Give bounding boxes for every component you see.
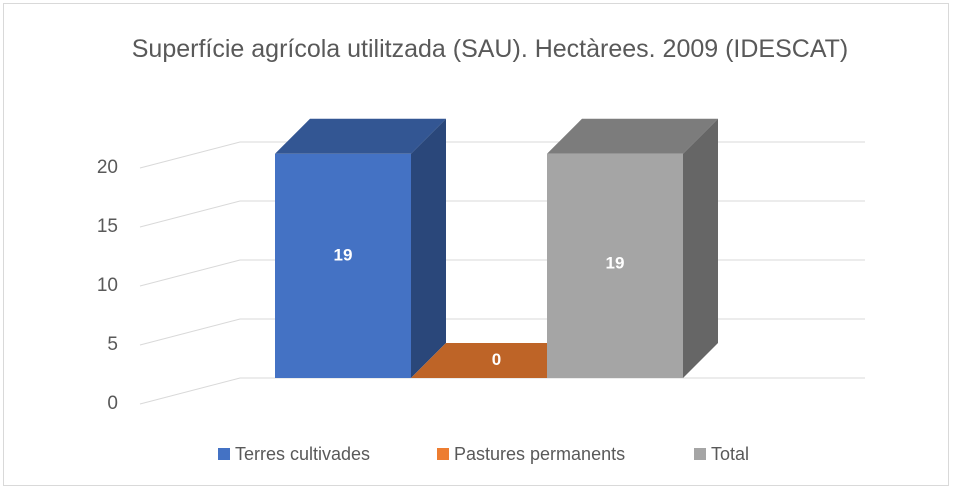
data-label: 0: [492, 350, 501, 369]
y-tick-label: 15: [97, 216, 118, 237]
bar-top: [547, 118, 718, 154]
bar-top: [411, 343, 582, 378]
legend-swatch: [218, 448, 230, 460]
grid-line: [139, 318, 865, 346]
chart-title: Superfície agrícola utilitzada (SAU). He…: [131, 35, 849, 63]
bar-side: [411, 118, 446, 379]
grid-line: [139, 200, 865, 228]
legend-swatch: [694, 448, 706, 460]
grid-line: [139, 377, 865, 405]
grid-line: [139, 141, 865, 169]
bar-front: [275, 153, 411, 378]
data-label: 19: [334, 245, 353, 264]
legend-label: Total: [711, 444, 749, 464]
legend-label: Pastures permanents: [454, 444, 625, 464]
grid-line: [139, 259, 865, 287]
legend-label: Terres cultivades: [235, 444, 370, 464]
chart-border: [3, 3, 949, 486]
y-tick-label: 0: [107, 393, 118, 414]
y-tick-label: 5: [107, 334, 118, 355]
y-tick-label: 10: [97, 275, 118, 296]
bar-side: [683, 118, 718, 379]
data-label: 19: [606, 253, 625, 272]
bar-front: [547, 153, 683, 378]
legend-swatch: [437, 448, 449, 460]
bar-top: [275, 118, 446, 154]
y-tick-label: 20: [97, 157, 118, 178]
